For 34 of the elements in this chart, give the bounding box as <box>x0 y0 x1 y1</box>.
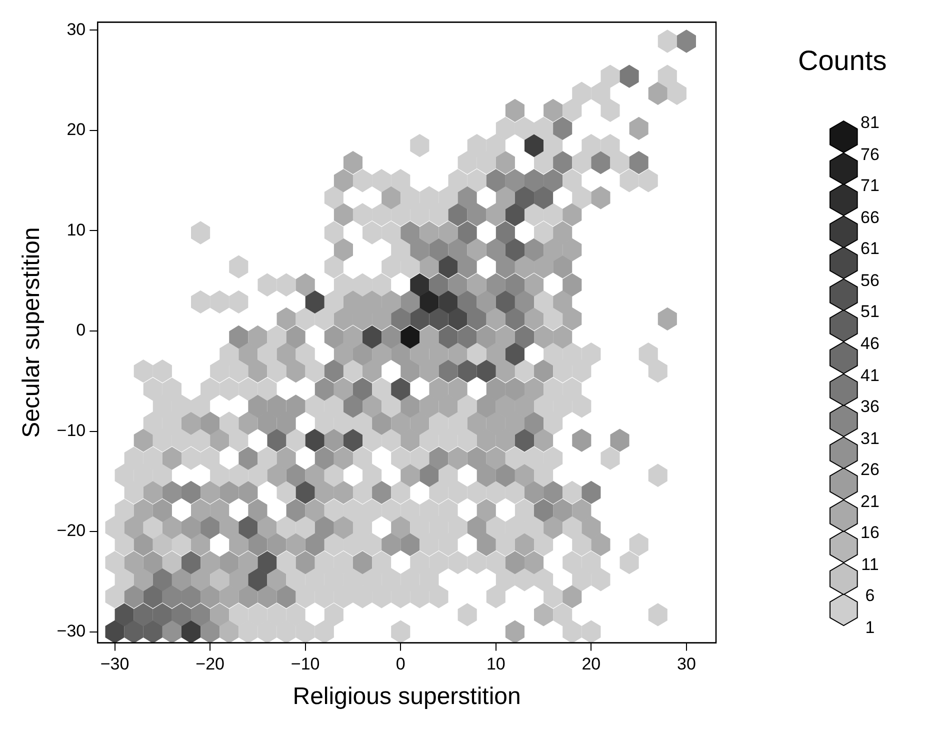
y-tick-label: −30 <box>56 621 86 640</box>
x-tick-label: 0 <box>396 654 406 674</box>
y-tick-label: 20 <box>66 120 86 140</box>
color-bar-label: 41 <box>860 366 880 386</box>
x-tick-label: 10 <box>486 654 506 674</box>
y-tick-label: −20 <box>56 521 86 540</box>
color-bar-label: 71 <box>860 176 880 196</box>
x-tick-label: −10 <box>290 654 320 674</box>
color-bar-label: 66 <box>860 208 880 228</box>
x-axis-title: Religious superstition <box>292 683 521 710</box>
color-bar-label: 81 <box>860 113 880 133</box>
color-bar-label: 76 <box>860 144 880 165</box>
y-tick-label: 0 <box>76 320 86 340</box>
color-bar-label: 11 <box>860 554 880 575</box>
color-bar-label: 46 <box>860 334 880 354</box>
y-tick-label: 30 <box>66 20 86 39</box>
x-tick-label: −20 <box>196 654 224 674</box>
color-bar-label: 56 <box>860 270 880 291</box>
x-tick-label: 20 <box>582 654 601 674</box>
y-axis-title: Secular superstition <box>18 227 46 438</box>
color-bar-label: 36 <box>860 397 880 418</box>
y-tick-label: −10 <box>56 420 86 440</box>
color-bar-label: 1 <box>864 618 876 638</box>
color-bar-label: 31 <box>860 428 880 449</box>
y-tick-label: 10 <box>66 220 86 240</box>
color-bar-label: 26 <box>860 460 880 480</box>
color-bar-label: 6 <box>864 586 876 606</box>
color-bar-label: 51 <box>860 302 880 322</box>
color-bar-label: 16 <box>860 523 880 544</box>
x-tick-label: 30 <box>677 654 696 674</box>
color-bar-label: 21 <box>860 492 880 512</box>
color-bar-title: Counts <box>798 44 887 78</box>
x-tick-label: −30 <box>100 654 130 674</box>
color-bar-label: 61 <box>860 239 880 260</box>
